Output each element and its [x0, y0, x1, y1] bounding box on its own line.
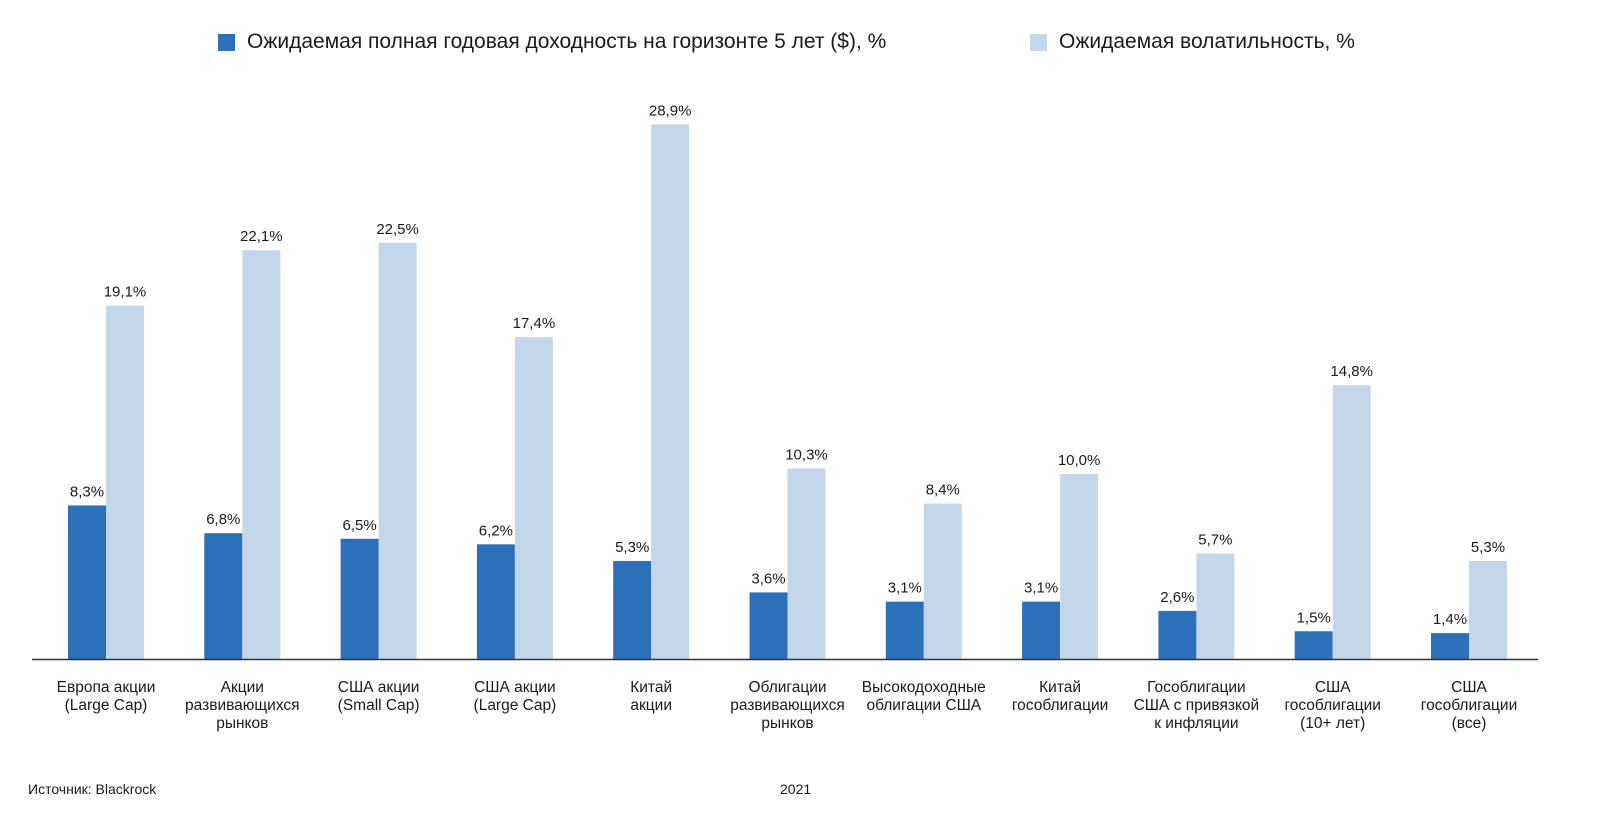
category-label-6-line-0: Высокодоходные: [862, 679, 986, 696]
category-label-7-line-1: гособлигации: [1012, 697, 1109, 714]
category-label-7-line-0: Китай: [1039, 679, 1081, 696]
bar-return-4: [613, 560, 652, 659]
category-label-1-line-1: развивающихся: [185, 697, 300, 714]
category-label-9-line-0: США: [1315, 679, 1351, 696]
category-label-9-line-1: гособлигации: [1284, 697, 1381, 714]
chart-legend: Ожидаемая полная годовая доходность на г…: [0, 30, 1600, 60]
value-label-volatility-8: 5,7%: [1198, 532, 1232, 549]
value-label-return-2: 6,5%: [342, 517, 376, 534]
bar-return-3: [476, 544, 515, 659]
value-label-return-9: 1,5%: [1297, 609, 1331, 626]
bar-return-0: [68, 505, 106, 659]
value-label-volatility-4: 28,9%: [649, 102, 692, 119]
category-label-1-line-2: рынков: [216, 715, 268, 732]
value-label-return-1: 6,8%: [206, 511, 240, 528]
category-label-2-line-1: (Small Cap): [338, 697, 420, 714]
bar-return-7: [1022, 601, 1061, 659]
bar-volatility-6: [923, 503, 962, 659]
legend-item-volatility: Ожидаемая волатильность, %: [1030, 30, 1355, 54]
category-label-5-line-1: развивающихся: [730, 697, 845, 714]
category-label-8-line-0: Гособлигации: [1147, 679, 1246, 696]
value-label-volatility-2: 22,5%: [376, 221, 419, 238]
category-label-10-line-1: гособлигации: [1421, 697, 1518, 714]
bar-return-1: [204, 533, 243, 659]
year-note: 2021: [780, 781, 812, 797]
value-label-volatility-3: 17,4%: [513, 315, 556, 332]
bar-return-2: [340, 538, 379, 659]
category-label-10-line-0: США: [1451, 679, 1487, 696]
value-label-volatility-0: 19,1%: [104, 284, 147, 301]
bar-volatility-2: [378, 242, 417, 659]
value-label-volatility-6: 8,4%: [926, 482, 960, 499]
category-label-5-line-0: Облигации: [748, 679, 826, 696]
category-label-0-line-1: (Large Cap): [65, 697, 148, 714]
value-label-volatility-1: 22,1%: [240, 228, 283, 245]
category-label-5-line-2: рынков: [761, 715, 813, 732]
legend-swatch-volatility: [1030, 33, 1047, 51]
category-label-10-line-2: (все): [1452, 715, 1487, 732]
value-label-volatility-9: 14,8%: [1330, 363, 1373, 380]
category-label-0-line-0: Европа акции: [57, 679, 156, 696]
category-label-2-line-0: США акции: [338, 679, 420, 696]
value-label-return-8: 2,6%: [1160, 589, 1194, 606]
bar-volatility-9: [1332, 385, 1371, 659]
value-label-return-5: 3,6%: [751, 570, 785, 587]
bar-volatility-1: [242, 250, 281, 659]
category-label-4-line-1: акции: [630, 697, 672, 714]
bar-return-9: [1294, 631, 1333, 659]
bar-volatility-4: [651, 124, 690, 660]
bar-return-5: [749, 592, 788, 659]
bar-volatility-8: [1196, 553, 1235, 659]
value-label-return-7: 3,1%: [1024, 580, 1058, 597]
category-label-4-line-0: Китай: [630, 679, 672, 696]
value-label-return-0: 8,3%: [70, 483, 104, 500]
bar-volatility-0: [106, 305, 144, 659]
value-label-volatility-10: 5,3%: [1471, 539, 1505, 556]
legend-label-return: Ожидаемая полная годовая доходность на г…: [247, 30, 887, 53]
bar-return-8: [1158, 610, 1197, 659]
category-label-8-line-1: США с привязкой: [1134, 697, 1260, 714]
category-label-8-line-2: к инфляции: [1154, 715, 1238, 732]
bar-return-6: [885, 601, 924, 659]
bar-volatility-3: [514, 337, 553, 659]
legend-swatch-return: [218, 33, 235, 51]
category-label-1-line-0: Акции: [221, 679, 264, 696]
category-label-3-line-0: США акции: [474, 679, 556, 696]
category-label-3-line-1: (Large Cap): [474, 697, 557, 714]
bar-volatility-7: [1060, 474, 1099, 659]
category-label-9-line-2: (10+ лет): [1300, 715, 1365, 732]
bar-volatility-5: [787, 468, 826, 659]
value-label-volatility-7: 10,0%: [1058, 452, 1101, 469]
bar-return-10: [1431, 633, 1469, 659]
value-label-return-10: 1,4%: [1433, 611, 1467, 628]
value-label-return-3: 6,2%: [479, 522, 513, 539]
value-label-volatility-5: 10,3%: [785, 446, 828, 463]
source-note: Источник: Blackrock: [28, 781, 157, 797]
value-label-return-6: 3,1%: [888, 580, 922, 597]
legend-label-volatility: Ожидаемая волатильность, %: [1059, 30, 1355, 53]
value-label-return-4: 5,3%: [615, 539, 649, 556]
category-label-6-line-1: облигации США: [866, 697, 981, 714]
bar-volatility-10: [1469, 560, 1507, 659]
legend-item-return: Ожидаемая полная годовая доходность на г…: [218, 30, 886, 54]
